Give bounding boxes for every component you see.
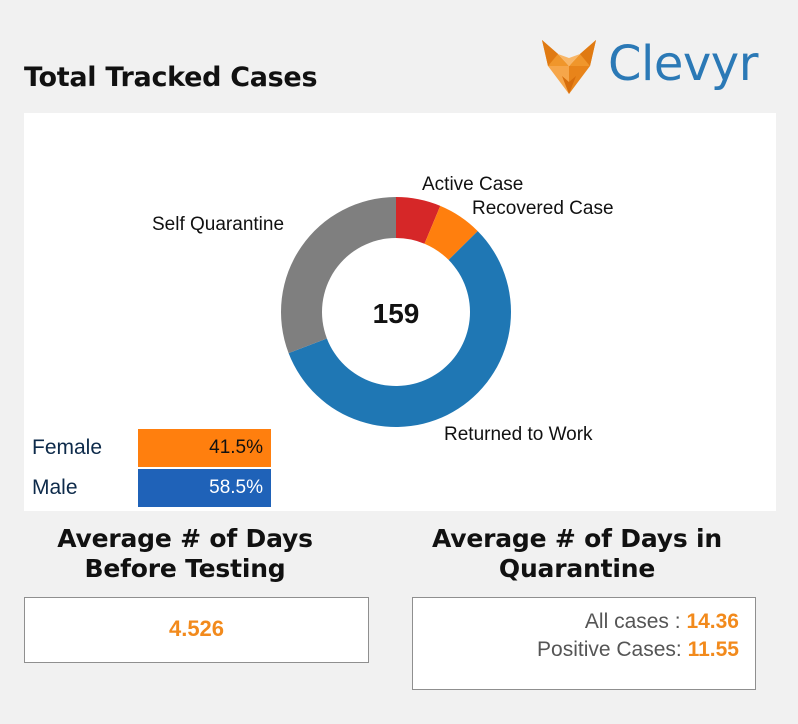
brand-logo: Clevyr	[538, 36, 778, 98]
before-testing-heading: Average # of Days Before Testing	[24, 524, 346, 584]
gender-value-female: 41.5%	[138, 429, 271, 467]
donut-chart-panel: 159 Active Case Recovered Case Returned …	[24, 113, 776, 511]
gender-label-male: Male	[32, 476, 78, 499]
slice-label-self-quarantine: Self Quarantine	[152, 214, 284, 235]
donut-slice-recovered-case	[424, 205, 478, 260]
quarantine-all-label: All cases :	[584, 610, 687, 633]
quarantine-all-value: 14.36	[686, 610, 739, 633]
slice-label-recovered-case: Recovered Case	[472, 198, 614, 219]
quarantine-positive-label: Positive Cases:	[537, 638, 688, 661]
donut-slice-self-quarantine	[281, 197, 396, 354]
gender-value-male: 58.5%	[138, 469, 271, 507]
before-testing-heading-line1: Average # of Days	[57, 524, 313, 553]
gender-row-female: Female 41.5%	[32, 429, 294, 467]
gender-label-female: Female	[32, 436, 103, 459]
donut-chart: 159 Active Case Recovered Case Returned …	[152, 174, 614, 445]
fox-head-icon	[542, 40, 596, 94]
quarantine-all-cases: All cases : 14.36	[585, 610, 739, 634]
donut-slice-returned-to-work	[288, 231, 511, 428]
before-testing-value: 4.526	[168, 616, 225, 641]
quarantine-positive-cases: Positive Cases: 11.55	[537, 638, 739, 662]
gender-row-male: Male 58.5%	[32, 469, 294, 507]
gender-breakdown: Female 41.5% Male 58.5%	[32, 429, 294, 509]
quarantine-positive-value: 11.55	[687, 638, 739, 661]
donut-center-total: 159	[373, 298, 420, 329]
slice-label-returned-to-work: Returned to Work	[444, 424, 593, 445]
quarantine-heading-line1: Average # of Days in	[432, 524, 722, 553]
page-title: Total Tracked Cases	[24, 62, 318, 93]
brand-name: Clevyr	[608, 36, 758, 92]
quarantine-heading-line2: Quarantine	[498, 554, 656, 583]
donut-slice-active-case	[396, 197, 441, 244]
before-testing-heading-line2: Before Testing	[84, 554, 286, 583]
before-testing-box: 4.526	[24, 597, 369, 663]
quarantine-heading: Average # of Days in Quarantine	[412, 524, 742, 584]
quarantine-box: All cases : 14.36 Positive Cases: 11.55	[412, 597, 756, 690]
slice-label-active-case: Active Case	[422, 174, 523, 195]
